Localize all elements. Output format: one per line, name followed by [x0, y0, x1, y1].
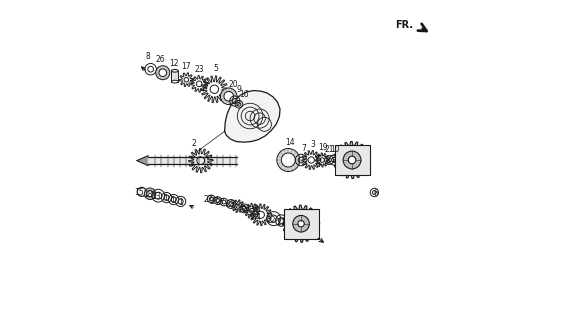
Text: 5: 5 — [213, 64, 218, 73]
Text: 9: 9 — [237, 85, 241, 94]
Text: FR.: FR. — [395, 20, 413, 30]
Circle shape — [224, 92, 234, 101]
FancyBboxPatch shape — [335, 145, 370, 175]
Polygon shape — [224, 91, 280, 142]
Polygon shape — [148, 157, 237, 164]
Text: 21: 21 — [325, 145, 335, 154]
FancyBboxPatch shape — [171, 71, 178, 82]
Text: 18: 18 — [143, 190, 152, 199]
Polygon shape — [283, 205, 319, 242]
Text: 16: 16 — [239, 90, 248, 99]
Circle shape — [156, 66, 170, 80]
Text: 26: 26 — [156, 55, 165, 64]
Circle shape — [220, 88, 237, 105]
Text: 6: 6 — [374, 189, 379, 198]
Ellipse shape — [171, 69, 178, 72]
Text: 11: 11 — [276, 218, 286, 227]
Text: 3: 3 — [311, 140, 315, 149]
Text: 27: 27 — [216, 198, 226, 207]
Text: 20: 20 — [228, 80, 238, 89]
Text: 17: 17 — [181, 62, 191, 71]
Text: 12: 12 — [169, 59, 178, 68]
Ellipse shape — [171, 80, 178, 83]
Text: 14: 14 — [286, 138, 295, 147]
Polygon shape — [333, 141, 371, 179]
Text: 25: 25 — [250, 208, 259, 217]
Circle shape — [159, 69, 167, 76]
Text: 1: 1 — [171, 196, 175, 205]
Text: 4: 4 — [256, 213, 261, 222]
Text: 23: 23 — [194, 65, 204, 74]
Circle shape — [298, 220, 304, 227]
Text: 15: 15 — [134, 188, 143, 197]
Text: 8: 8 — [145, 52, 150, 61]
Text: 27: 27 — [203, 195, 213, 204]
Text: 24: 24 — [241, 205, 251, 214]
Text: 13: 13 — [152, 192, 161, 201]
Text: 7: 7 — [301, 144, 306, 153]
Text: 27: 27 — [209, 196, 219, 205]
Text: 29: 29 — [233, 203, 243, 212]
Text: 1: 1 — [163, 194, 168, 203]
Polygon shape — [137, 156, 148, 165]
Text: 10: 10 — [330, 145, 340, 154]
Circle shape — [147, 191, 153, 197]
FancyBboxPatch shape — [283, 209, 318, 239]
Text: 22: 22 — [267, 216, 276, 225]
Circle shape — [293, 215, 310, 232]
Text: 2: 2 — [192, 139, 196, 148]
Text: 1: 1 — [178, 198, 183, 207]
Circle shape — [145, 188, 156, 199]
Circle shape — [282, 153, 296, 167]
Circle shape — [277, 148, 300, 172]
Circle shape — [348, 156, 356, 164]
Text: 28: 28 — [226, 200, 235, 209]
Text: 19: 19 — [318, 143, 328, 152]
Circle shape — [343, 151, 361, 169]
